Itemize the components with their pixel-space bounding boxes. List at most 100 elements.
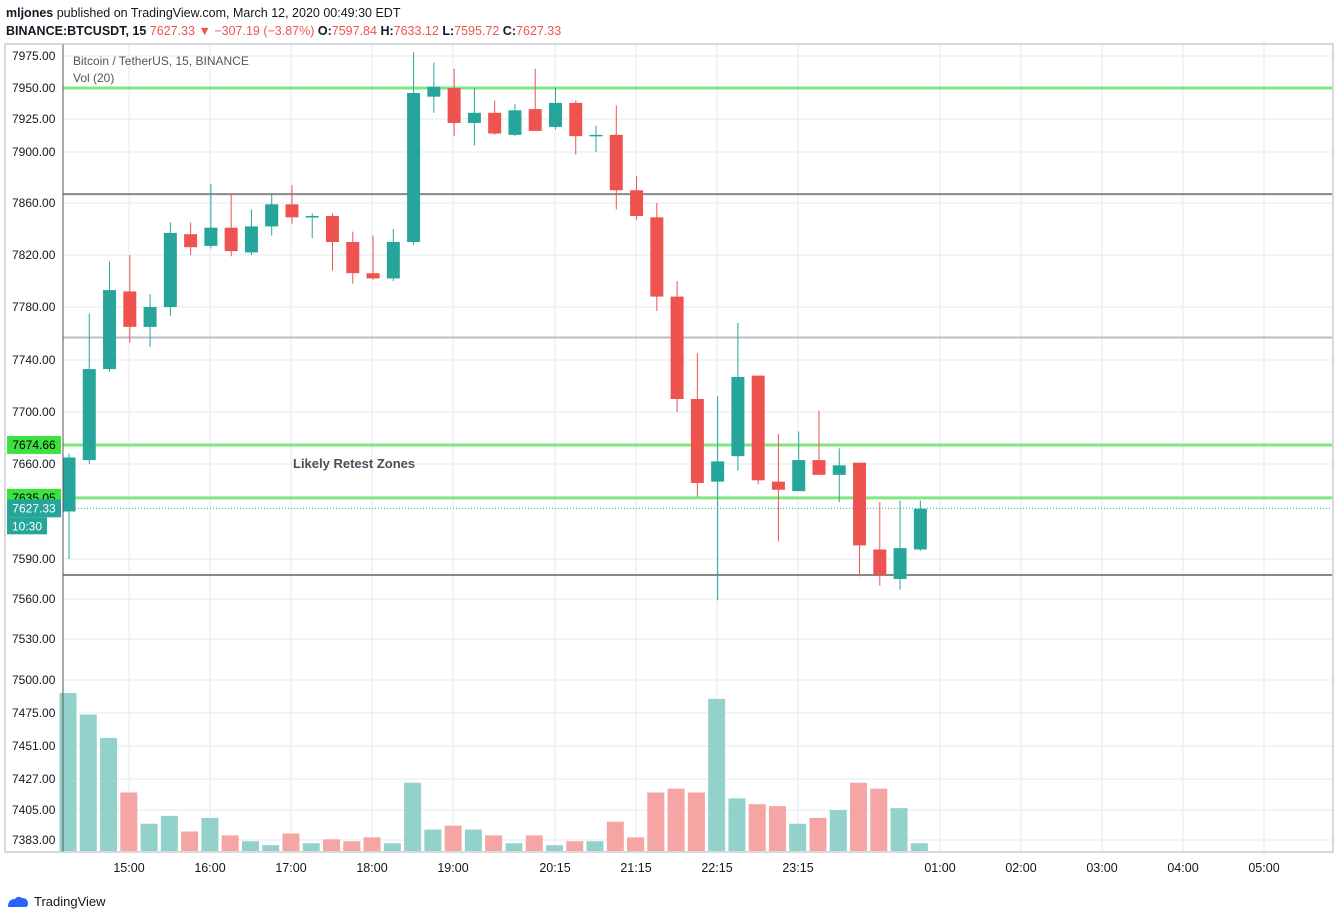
candle-body <box>163 232 177 307</box>
tradingview-logo-icon <box>8 896 28 907</box>
candle-body <box>386 242 400 279</box>
countdown-badge <box>7 517 47 535</box>
price-tick-label: 7900.00 <box>12 145 56 159</box>
legend-volume: Vol (20) <box>73 71 114 85</box>
time-tick-label: 15:00 <box>113 861 144 875</box>
candle-body <box>548 102 562 127</box>
price-tick-label: 7560.00 <box>12 592 56 606</box>
price-tick-label: 7383.00 <box>12 833 56 847</box>
time-tick-label: 05:00 <box>1248 861 1279 875</box>
open-value: 7597.84 <box>331 24 377 38</box>
close-label: C: <box>502 24 516 38</box>
price-tick-label: 7860.00 <box>12 196 56 210</box>
candle-body <box>346 242 360 274</box>
candle-body <box>609 134 623 191</box>
volume-bar <box>221 835 239 851</box>
candle-body <box>285 204 299 218</box>
price-tick-label: 7700.00 <box>12 405 56 419</box>
volume-bar <box>302 843 320 851</box>
candle-body <box>853 462 867 546</box>
price-tick-label: 7820.00 <box>12 248 56 262</box>
time-tick-label: 17:00 <box>275 861 306 875</box>
volume-bar <box>586 841 604 851</box>
volume-bar <box>343 841 361 851</box>
time-tick-label: 19:00 <box>437 861 468 875</box>
volume-bar <box>870 788 888 851</box>
volume-bar <box>100 737 118 851</box>
price-tick-label: 7950.00 <box>12 81 56 95</box>
candle-body <box>731 376 745 457</box>
candle-body <box>650 217 664 297</box>
price-tick-label: 7660.00 <box>12 457 56 471</box>
volume-bar <box>667 788 685 851</box>
candle-body <box>711 461 725 482</box>
candle-body <box>305 216 319 218</box>
volume-bar <box>181 831 199 851</box>
candle-body <box>630 190 644 216</box>
candle-body <box>123 291 137 327</box>
candle-body <box>407 92 421 243</box>
time-tick-label: 23:15 <box>782 861 813 875</box>
candle-body <box>569 102 583 137</box>
volume-bar <box>728 798 746 851</box>
price-tick-label: 7475.00 <box>12 706 56 720</box>
candle-body <box>427 86 441 97</box>
price-tick-label: 7451.00 <box>12 739 56 753</box>
volume-bar <box>464 829 482 851</box>
price-tick-label: 7405.00 <box>12 803 56 817</box>
down-arrow-icon: ▼ <box>198 24 211 38</box>
volume-bar <box>282 833 300 851</box>
price-tick-label: 7925.00 <box>12 112 56 126</box>
price-tick-label: 7427.00 <box>12 772 56 786</box>
low-value: 7595.72 <box>454 24 500 38</box>
candle-body <box>913 508 927 550</box>
volume-bar <box>829 810 847 851</box>
volume-bar <box>606 821 624 851</box>
candle-body <box>771 481 785 490</box>
time-tick-label: 18:00 <box>356 861 387 875</box>
volume-bar <box>160 815 178 851</box>
last-price-badge <box>7 499 61 518</box>
volume-bar <box>525 835 543 851</box>
volume-bar <box>404 782 422 851</box>
candle-body <box>792 460 806 492</box>
price-tick-label: 7590.00 <box>12 552 56 566</box>
price-tick-label: 7740.00 <box>12 353 56 367</box>
author-name[interactable]: mljones <box>6 6 54 20</box>
volume-bar <box>505 843 523 851</box>
candle-body <box>224 227 238 252</box>
volume-bar <box>789 823 807 851</box>
publisher-line: mljones published on TradingView.com, Ma… <box>6 4 561 22</box>
volume-bar <box>910 843 928 851</box>
footer-brand[interactable]: TradingView <box>6 894 106 909</box>
volume-bar <box>444 825 462 851</box>
candle-body <box>447 88 461 123</box>
level-price-badge <box>7 435 61 454</box>
axes: 7975.00 7950.00 7925.00 7900.00 7860.00 7820.… <box>4 43 1334 875</box>
volume-bar <box>647 792 665 851</box>
volume-bar <box>59 693 77 851</box>
volume-bar <box>79 714 97 851</box>
volume-bar <box>708 698 726 851</box>
volume-bar <box>323 839 341 851</box>
candle-body <box>812 460 826 475</box>
price-tick-label: 7500.00 <box>12 673 56 687</box>
chart-frame <box>4 43 1334 853</box>
candle-body <box>528 109 542 131</box>
volume-bar <box>627 837 645 851</box>
candle-body <box>589 134 603 137</box>
high-label: H: <box>380 24 394 38</box>
time-tick-label: 02:00 <box>1005 861 1036 875</box>
price-tick-label: 7530.00 <box>12 632 56 646</box>
ohlc-line: BINANCE:BTCUSDT, 15 7627.33 ▼ −307.19 (−… <box>6 22 561 40</box>
volume-bar <box>241 841 259 851</box>
volume-bar <box>748 804 766 851</box>
candle-body <box>326 216 340 242</box>
candle-body <box>204 227 218 246</box>
last-price-label: 7627.33 <box>12 501 56 515</box>
candle-body <box>832 465 846 475</box>
candles <box>62 52 927 601</box>
open-label: O: <box>317 24 332 38</box>
